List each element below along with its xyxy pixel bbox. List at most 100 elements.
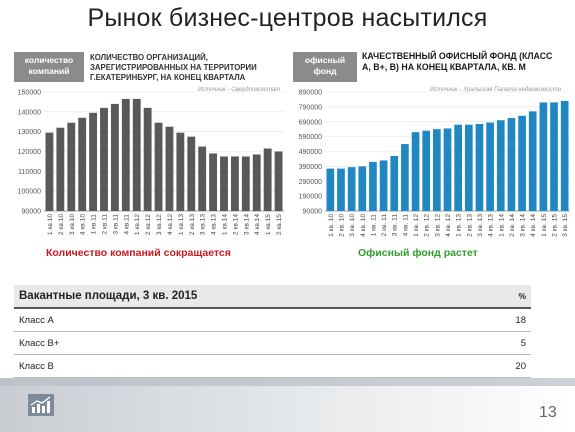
table-row: Класс А 18 (14, 309, 531, 332)
bar (89, 112, 98, 211)
bar (78, 117, 87, 211)
companies-bar-chart: 90000 100000 110000 120000 130000 140000 15000… (18, 90, 284, 235)
bar (358, 166, 367, 211)
x-tick-label: 1 кв. 13 (456, 214, 463, 237)
footer-band (0, 378, 575, 432)
y-tick-label: 490000 (299, 149, 322, 156)
x-tick-label: 2 кв. 12 (424, 214, 431, 237)
x-tick-label: 1 кв.10 (47, 214, 54, 235)
x-tick-label: 3 кв.11 (112, 214, 119, 235)
x-tick-label: 2 кв.10 (58, 214, 65, 235)
bar (507, 118, 516, 211)
x-tick-label: 1 кв.14 (222, 214, 229, 235)
bar (230, 156, 239, 211)
x-tick-label: 4 кв. 12 (445, 214, 452, 237)
office-stock-subcaption: Офисный фонд растет (358, 247, 478, 259)
y-tick-label: 90000 (303, 209, 323, 216)
x-tick-label: 4 кв.12 (167, 214, 174, 235)
x-tick-label: 2 кв.15 (276, 214, 283, 235)
bar (45, 132, 54, 211)
y-tick-label: 130000 (18, 129, 41, 136)
bar (209, 153, 218, 211)
bar (56, 127, 65, 211)
x-tick-label: 4 кв. 11 (402, 214, 409, 237)
y-tick-label: 590000 (299, 134, 322, 141)
bar (347, 167, 356, 211)
y-tick-label: 120000 (18, 149, 41, 156)
bar (252, 154, 261, 211)
bar (411, 132, 420, 211)
x-tick-label: 3 кв. 13 (477, 214, 484, 237)
bar (176, 132, 185, 211)
bar (326, 168, 335, 211)
x-tick-label: 4 кв.10 (80, 214, 87, 235)
y-tick-label: 390000 (299, 164, 322, 171)
x-tick-label: 2 кв. 13 (466, 214, 473, 237)
bar (143, 107, 152, 211)
bar (518, 115, 526, 211)
x-tick-label: 3 кв. 15 (562, 214, 569, 237)
x-tick-label: 2 кв. 14 (509, 214, 516, 237)
bar (539, 102, 548, 211)
x-tick-label: 4 кв. 13 (488, 214, 495, 237)
bar (241, 156, 250, 211)
row-label: Класс А (19, 314, 54, 326)
table-row: Класс В 20 (14, 355, 531, 378)
x-tick-label: 1 кв. 14 (498, 214, 505, 237)
y-tick-label: 90000 (22, 209, 42, 216)
y-tick-label: 190000 (299, 194, 322, 201)
bar (390, 155, 399, 211)
x-tick-label: 3 кв. 14 (520, 214, 527, 237)
companies-subcaption: Количество компаний сокращается (46, 247, 231, 259)
bar (100, 107, 108, 211)
x-tick-label: 1 кв.15 (265, 214, 272, 235)
x-tick-label: 3 кв. 10 (349, 214, 356, 237)
office-stock-chart-caption: Качественный офисный фонд (класс А, В+, … (362, 51, 553, 72)
bar (110, 103, 119, 211)
x-tick-label: 1 кв. 12 (413, 214, 420, 237)
bar (220, 156, 228, 211)
bar (165, 126, 174, 211)
x-tick-label: 1 кв.12 (134, 214, 141, 235)
bar (401, 144, 409, 211)
companies-chart-source: Источник - Свердловскстат (198, 87, 281, 93)
x-tick-label: 3 кв.14 (243, 214, 250, 235)
office-stock-chart-source: Источник - Уральская Палата недвижимости (430, 87, 562, 93)
bar (274, 151, 283, 211)
table-row: Класс В+ 5 (14, 332, 531, 355)
bar (560, 100, 569, 211)
x-tick-label: 2 кв.14 (232, 214, 239, 235)
office-stock-tag: офисный фонд (293, 52, 357, 82)
y-tick-label: 690000 (299, 119, 322, 126)
x-tick-label: 2 кв.13 (189, 214, 196, 235)
x-tick-label: 2 кв.11 (102, 214, 109, 235)
slide-title: Рынок бизнес-центров насытился (87, 4, 488, 32)
x-tick-label: 1 кв. 11 (370, 214, 377, 237)
x-tick-label: 2 кв. 15 (552, 214, 559, 237)
bar (422, 130, 431, 211)
y-tick-label: 150000 (18, 90, 41, 97)
y-tick-label: 290000 (299, 179, 322, 186)
bar (187, 136, 196, 211)
x-tick-label: 2 кв.12 (145, 214, 152, 235)
x-tick-label: 1 кв.11 (91, 214, 98, 235)
vacancy-table-title: Вакантные площади, 3 кв. 2015 (19, 290, 198, 302)
bar (550, 102, 558, 211)
y-tick-label: 110000 (18, 169, 41, 176)
bar (379, 160, 388, 211)
x-tick-label: 3 кв.10 (69, 214, 76, 235)
y-tick-label: 790000 (299, 104, 322, 111)
x-tick-label: 3 кв.13 (200, 214, 207, 235)
bar (337, 168, 345, 211)
row-label: Класс В (19, 360, 54, 372)
bar (67, 122, 76, 211)
x-tick-label: 1 кв. 15 (541, 214, 548, 237)
vacancy-table-header: Вакантные площади, 3 кв. 2015 % (14, 285, 531, 309)
bar (475, 123, 484, 211)
x-tick-label: 4 кв.11 (123, 214, 130, 235)
bar (454, 124, 462, 211)
x-tick-label: 2 кв. 10 (338, 214, 345, 237)
x-tick-label: 1 кв. 10 (328, 214, 335, 237)
x-tick-label: 3 кв. 11 (392, 214, 399, 237)
page-number: 13 (539, 404, 557, 421)
